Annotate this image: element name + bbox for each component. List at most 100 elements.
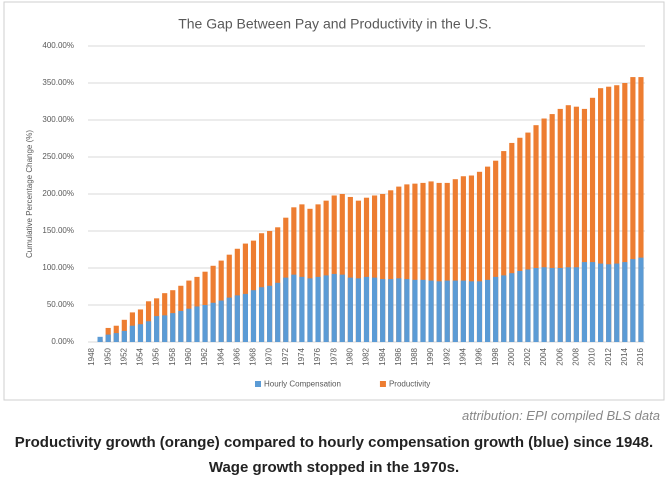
bar (452, 179, 458, 342)
legend-swatch (379, 381, 386, 387)
bar (105, 334, 111, 342)
bar (242, 243, 248, 342)
bar (485, 166, 491, 342)
x-tick-label: 1988 (410, 347, 419, 365)
x-tick-label: 1954 (136, 347, 145, 365)
bar (444, 280, 450, 342)
bar (565, 105, 571, 342)
bar (250, 290, 257, 342)
bar (404, 184, 410, 342)
bar (630, 77, 636, 342)
bar (509, 142, 515, 342)
legend-swatch (255, 381, 261, 387)
bar (589, 262, 596, 342)
bar (420, 279, 426, 342)
bar (137, 324, 144, 342)
bar (493, 276, 499, 342)
bar (476, 171, 483, 342)
x-tick-label: 1984 (378, 347, 387, 365)
bar (557, 268, 563, 342)
bar (573, 267, 579, 342)
bar (339, 194, 345, 342)
bar (541, 267, 547, 342)
bar (307, 208, 313, 342)
bar (129, 325, 135, 342)
bar (113, 333, 119, 342)
bar (347, 277, 353, 342)
bar (476, 281, 483, 342)
bar (614, 263, 620, 342)
x-tick-label: 1976 (313, 347, 322, 365)
x-tick-label: 1972 (281, 347, 290, 365)
bar (638, 77, 644, 342)
bar (258, 287, 265, 342)
bar (388, 279, 394, 342)
x-tick-label: 2006 (555, 347, 564, 365)
y-tick-label: 150.00% (42, 226, 74, 235)
bar (371, 277, 378, 342)
bar (299, 276, 305, 342)
bar (355, 278, 362, 342)
bar (460, 176, 466, 342)
bar (162, 315, 168, 342)
bar (614, 85, 620, 342)
x-tick-label: 2010 (588, 347, 597, 365)
bar (371, 195, 378, 342)
bar (380, 194, 386, 342)
bar (283, 277, 289, 342)
bar (581, 108, 588, 343)
bar (396, 278, 402, 342)
bar (573, 106, 579, 343)
bar (412, 279, 418, 342)
bar (388, 190, 394, 342)
x-tick-label: 1992 (442, 347, 451, 365)
bar (339, 274, 345, 342)
bar (234, 295, 240, 342)
bar (154, 316, 160, 342)
bar (468, 175, 475, 342)
bar (549, 268, 555, 342)
y-axis-title: Cumulative Percentage Change (%) (25, 130, 34, 258)
y-tick-label: 200.00% (42, 189, 74, 198)
x-tick-label: 1964 (216, 347, 225, 365)
x-tick-label: 1996 (475, 347, 484, 365)
bar (549, 114, 555, 342)
bar (428, 181, 434, 342)
x-tick-label: 1948 (87, 347, 96, 365)
bar (493, 160, 499, 342)
x-tick-label: 1998 (491, 347, 500, 365)
bar (436, 182, 442, 342)
x-tick-label: 2012 (604, 347, 613, 365)
caption: Productivity growth (orange) compared to… (14, 434, 654, 476)
y-tick-label: 100.00% (42, 263, 74, 272)
bar (396, 186, 402, 342)
bar (323, 275, 329, 342)
bar (460, 280, 466, 342)
bar (622, 262, 628, 342)
y-tick-label: 350.00% (42, 78, 74, 87)
bar (452, 280, 458, 342)
bar (275, 282, 281, 342)
x-tick-label: 1978 (329, 347, 338, 365)
y-tick-label: 50.00% (47, 300, 74, 309)
bar (218, 300, 224, 342)
bar (525, 269, 531, 342)
x-tick-label: 1952 (119, 347, 128, 365)
bar (323, 200, 329, 342)
bar (331, 195, 337, 342)
bar (541, 118, 547, 343)
bar (468, 281, 475, 342)
x-tick-label: 1960 (184, 347, 193, 365)
bar (315, 204, 321, 342)
y-tick-label: 250.00% (42, 152, 74, 161)
bar (186, 308, 192, 342)
bar (638, 257, 644, 342)
x-tick-label: 1968 (249, 347, 258, 365)
bar (557, 108, 563, 343)
y-tick-label: 0.00% (51, 337, 74, 346)
bar (299, 204, 305, 342)
bar (347, 196, 353, 342)
bar (533, 268, 539, 342)
bar (606, 86, 612, 342)
bar (598, 88, 604, 343)
